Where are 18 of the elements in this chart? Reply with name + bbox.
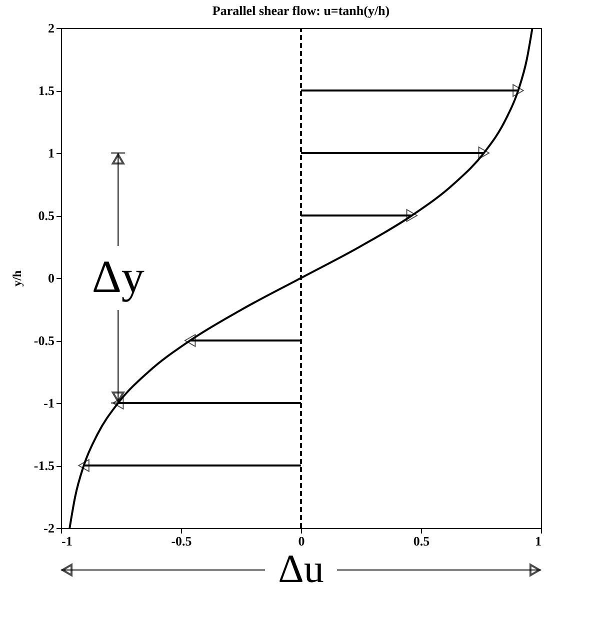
x-tick-label: 1 [535, 534, 542, 548]
y-axis-title: y/h [10, 270, 24, 287]
y-tick-label: 1.5 [38, 83, 55, 98]
x-tick-label: -0.5 [171, 534, 192, 548]
x-tick-label: -1 [62, 534, 72, 548]
annotation: Δy [92, 251, 144, 302]
y-tick-label: 1 [48, 146, 54, 160]
y-tick-label: 0 [48, 270, 54, 286]
y-tick-label: 0.5 [38, 208, 55, 223]
x-tick-label: 0 [298, 534, 305, 548]
x-tick-label: 0.5 [413, 534, 430, 548]
y-tick-label: 2 [48, 20, 54, 36]
y-tick-label: -2 [44, 520, 54, 536]
text: Δu [278, 546, 324, 591]
y-tick-label: -1.5 [34, 458, 55, 473]
y-tick-label: -0.5 [34, 333, 55, 348]
chart-title: Parallel shear flow: u=tanh(y/h) [212, 3, 390, 18]
y-tick-label: -1 [44, 396, 54, 410]
